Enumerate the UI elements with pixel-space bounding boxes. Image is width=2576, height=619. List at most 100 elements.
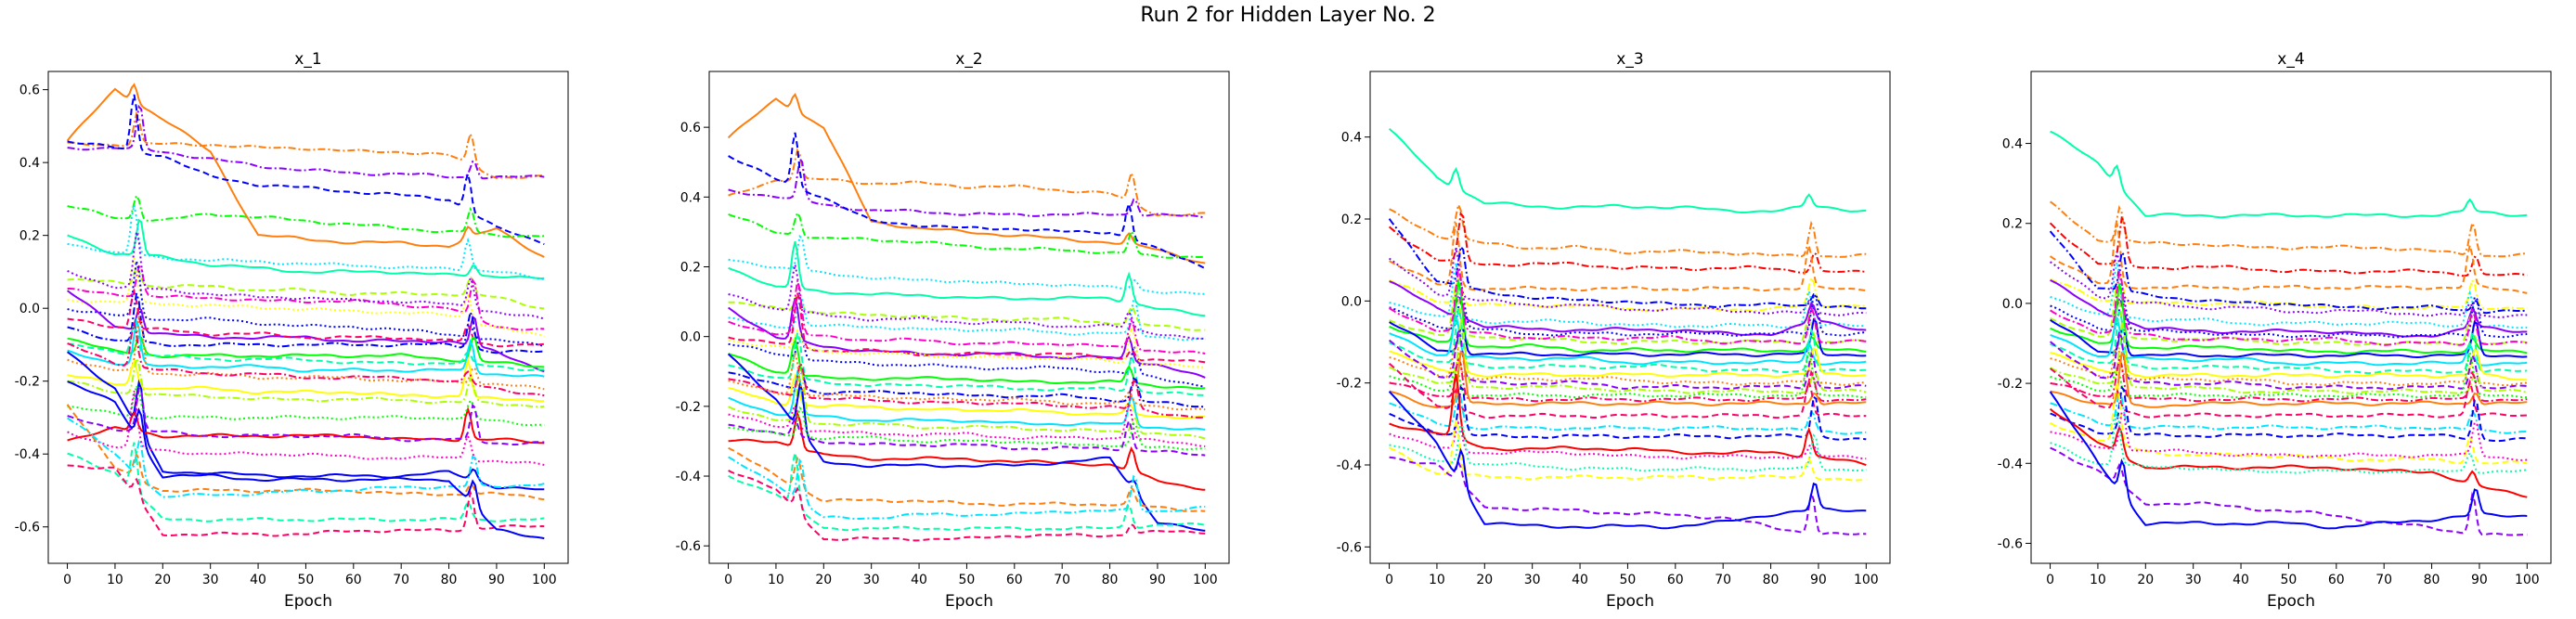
- series-line: [728, 361, 1206, 419]
- x-tick-label: 10: [768, 573, 784, 587]
- series-line: [728, 452, 1206, 532]
- series-line: [66, 351, 545, 491]
- x-tick-label: 20: [815, 573, 832, 587]
- subplot-title: x_1: [294, 50, 321, 69]
- series-line: [2049, 330, 2528, 391]
- series-line: [1389, 263, 1867, 329]
- series-line: [2050, 273, 2528, 310]
- series-line: [67, 320, 545, 372]
- series-line: [2050, 283, 2528, 355]
- x-tick-label: 90: [1810, 573, 1827, 587]
- series-line: [1388, 128, 1867, 213]
- series-line: [1389, 374, 1867, 467]
- series-line: [1389, 420, 1867, 460]
- y-tick-label: -0.6: [1998, 536, 2023, 551]
- series-line: [67, 442, 545, 522]
- series-line: [1389, 223, 1867, 292]
- subplot-x4: x_4 0 10 20 30 40 50 60 70 80 90 100 -0.6 -0.4 -0.2 0.0…: [1998, 50, 2552, 611]
- series-line: [1389, 248, 1867, 316]
- x-tick-label: 60: [2328, 573, 2345, 587]
- x-tick-label: 80: [2424, 573, 2440, 587]
- x-tick-label: 10: [2090, 573, 2106, 587]
- x-tick-label: 40: [911, 573, 927, 587]
- series-line: [1389, 354, 1867, 403]
- x-tick-label: 100: [1193, 573, 1218, 587]
- x-tick-label: 20: [154, 573, 171, 587]
- series-line: [67, 355, 545, 408]
- series-line: [728, 148, 1206, 217]
- series-line: [728, 417, 1206, 457]
- x-tick-label: 0: [63, 573, 71, 587]
- series-line: [728, 470, 1206, 542]
- series-line: [728, 291, 1206, 331]
- series-line: [728, 334, 1206, 388]
- y-tick-label: -0.4: [1337, 458, 1362, 473]
- series-line: [727, 93, 1206, 264]
- subplot-x1: x_1 0 10 20 30 40 50 60 70 80 90 100 -0.6 -0.4 -0.2 0.0…: [15, 50, 569, 611]
- subplot-title: x_4: [2277, 50, 2304, 69]
- subplot-x3: x_3 0 10 20 30 40 50 60 70 80 90 100 -0.6 -0.4 -0.2 0.0…: [1337, 50, 1891, 611]
- series-group: [727, 93, 1206, 542]
- series-line: [67, 406, 545, 445]
- series-line: [67, 382, 545, 426]
- x-axis-label: Epoch: [2267, 592, 2315, 611]
- y-tick-label: 0.2: [2002, 217, 2023, 232]
- y-tick-label: -0.2: [676, 400, 701, 415]
- series-line: [1388, 362, 1867, 419]
- series-line: [2050, 223, 2528, 294]
- series-line: [1388, 211, 1867, 274]
- series-line: [728, 292, 1206, 364]
- series-line: [2050, 271, 2528, 346]
- y-tick-label: 0.4: [2002, 137, 2023, 152]
- series-line: [1389, 308, 1867, 374]
- series-line: [67, 380, 545, 540]
- series-line: [67, 218, 545, 280]
- y-tick-label: 0.2: [1341, 213, 1362, 227]
- series-line: [67, 94, 545, 246]
- x-tick-label: 90: [2471, 573, 2488, 587]
- series-line: [1389, 347, 1867, 378]
- series-line: [2050, 316, 2528, 367]
- y-tick-label: 0.4: [19, 156, 40, 171]
- series-line: [67, 335, 545, 368]
- y-tick-label: 0.0: [19, 302, 40, 316]
- x-tick-label: 70: [393, 573, 409, 587]
- series-line: [2050, 410, 2528, 461]
- series-line: [67, 265, 545, 310]
- series-line: [2049, 368, 2528, 419]
- x-tick-label: 80: [1763, 573, 1780, 587]
- x-tick-label: 20: [2137, 573, 2154, 587]
- series-line: [1389, 274, 1867, 313]
- figure-title: Run 2 for Hidden Layer No. 2: [1140, 4, 1436, 27]
- y-tick-label: -0.6: [15, 521, 40, 535]
- series-line: [1389, 456, 1867, 535]
- series-line: [728, 324, 1206, 368]
- y-tick-label: -0.4: [15, 447, 40, 462]
- series-line: [2049, 391, 2528, 530]
- series-line: [728, 410, 1206, 491]
- series-line: [1388, 218, 1867, 310]
- y-tick-label: 0.0: [1341, 294, 1362, 309]
- y-tick-label: -0.2: [15, 375, 40, 390]
- x-tick-label: 0: [2046, 573, 2054, 587]
- series-group: [2049, 130, 2528, 536]
- y-tick-label: 0.0: [2002, 297, 2023, 312]
- series-line: [2050, 348, 2528, 381]
- axes-frame: [47, 71, 569, 564]
- series-line: [1389, 285, 1867, 345]
- series-line: [728, 370, 1206, 408]
- x-tick-label: 30: [863, 573, 880, 587]
- series-line: [67, 288, 545, 348]
- y-tick-label: -0.2: [1998, 377, 2023, 392]
- series-line: [2050, 355, 2528, 403]
- y-tick-label: 0.0: [680, 330, 701, 345]
- series-line: [728, 296, 1206, 342]
- x-tick-label: 70: [2375, 573, 2392, 587]
- series-line: [1388, 329, 1867, 390]
- series-line: [2050, 411, 2528, 474]
- series-line: [1389, 267, 1867, 345]
- x-tick-label: 70: [1715, 573, 1731, 587]
- y-tick-label: -0.4: [676, 470, 701, 484]
- x-tick-label: 60: [1667, 573, 1684, 587]
- series-line: [728, 211, 1206, 259]
